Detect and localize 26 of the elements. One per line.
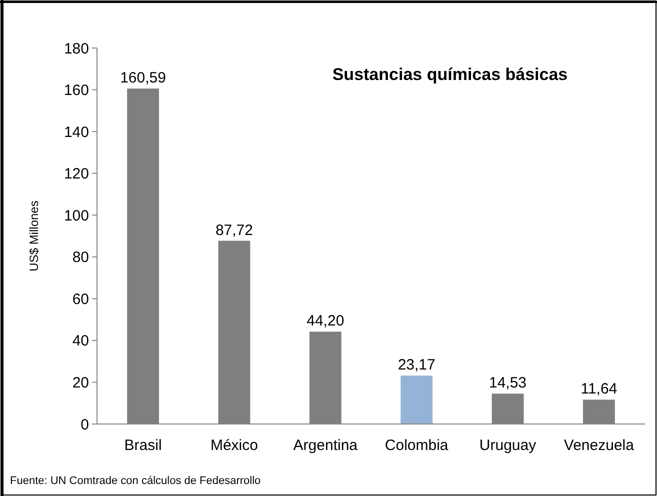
y-tick-label: 60 [72,290,89,308]
y-tick-label: 160 [64,82,89,100]
data-label: 87,72 [215,222,253,239]
data-label: 23,17 [398,356,436,374]
y-tick-label: 20 [72,374,89,392]
bar [400,376,433,424]
x-tick-label: Venezuela [564,437,635,454]
data-label: 44,20 [306,312,344,330]
source-note: Fuente: UN Comtrade con cálculos de Fedesarrollo [10,475,261,487]
y-tick-label: 100 [64,207,89,224]
y-tick-label: 120 [64,166,89,183]
x-tick-label: Colombia [384,437,449,454]
y-tick-label: 180 [64,40,89,58]
y-tick-label: 80 [72,249,89,266]
x-tick-label: Uruguay [479,437,537,454]
x-tick-label: Argentina [293,437,358,454]
x-tick-label: México [210,437,258,454]
data-label: 11,64 [580,380,618,398]
data-label: 14,53 [489,374,527,392]
data-label: 160,59 [120,70,166,87]
y-tick-label: 0 [80,416,89,434]
x-tick-label: Brasil [124,437,162,454]
y-tick-label: 140 [64,124,89,141]
y-axis-title: US$ Millones [27,200,41,272]
text: Sustancias químicas básicas [332,65,568,84]
y-tick-label: 40 [72,332,89,350]
